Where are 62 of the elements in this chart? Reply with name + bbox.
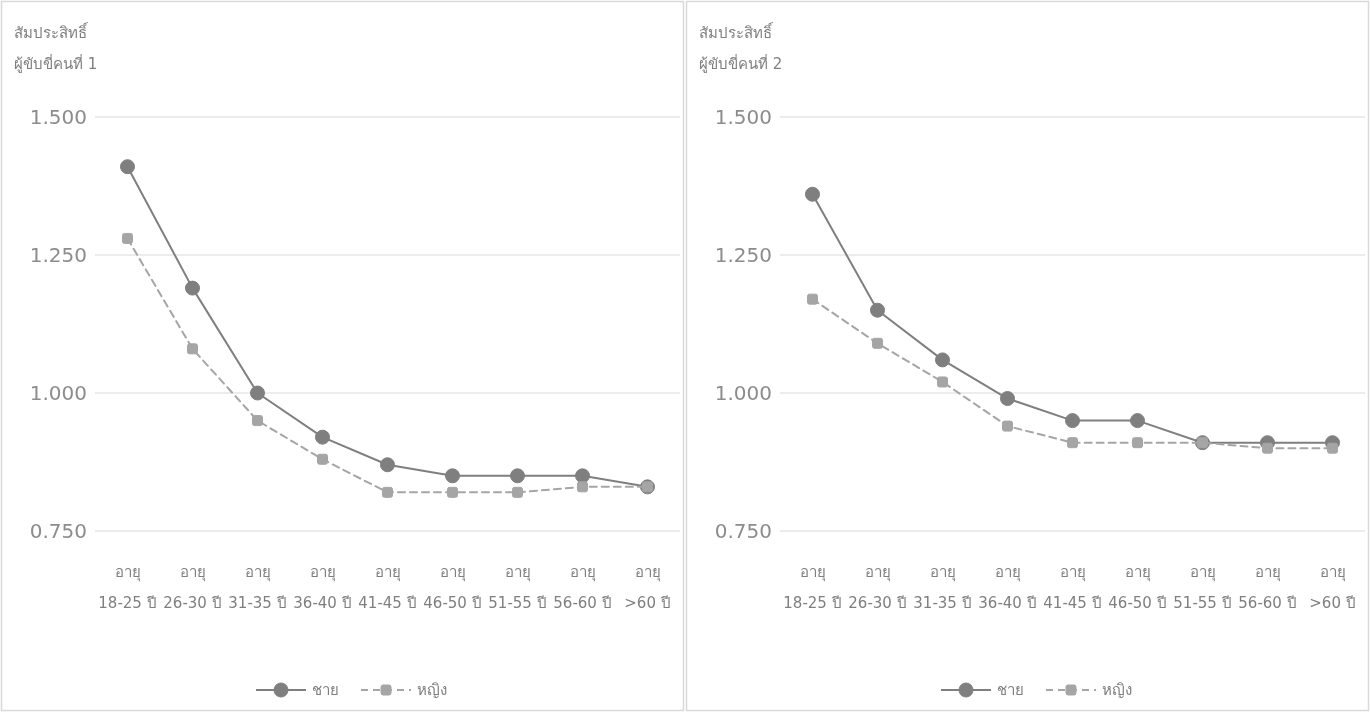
y-tick-label: 1.250 xyxy=(29,243,87,267)
point xyxy=(870,302,885,318)
x-tick-label: อายุ 18-25 ปี xyxy=(98,563,157,612)
point xyxy=(937,376,948,388)
y-tick-label: 0.750 xyxy=(29,519,87,543)
point xyxy=(380,457,395,473)
point xyxy=(805,186,820,202)
y-tick-label: 1.250 xyxy=(714,243,772,267)
point xyxy=(577,481,588,493)
point xyxy=(382,486,393,498)
x-tick-label: อายุ >60 ปี xyxy=(624,563,671,612)
point xyxy=(185,280,200,296)
point xyxy=(315,429,330,445)
point xyxy=(872,337,883,349)
x-tick-label: อายุ 51-55 ปี xyxy=(1173,563,1232,612)
x-tick-label: อายุ 46-50 ปี xyxy=(1108,563,1167,612)
y-tick-label: 1.500 xyxy=(29,105,87,129)
x-tick-label: อายุ 31-35 ปี xyxy=(913,563,972,612)
point xyxy=(445,468,460,484)
x-tick-label: อายุ 26-30 ปี xyxy=(163,563,222,612)
x-tick-label: อายุ 41-45 ปี xyxy=(358,563,417,612)
y-axis-title: สัมประสิทธิ์ ผู้ขับขี่คนที่ 1 xyxy=(14,22,98,73)
x-tick-label: อายุ 26-30 ปี xyxy=(848,563,907,612)
point xyxy=(122,232,133,244)
x-tick-label: อายุ 46-50 ปี xyxy=(423,563,482,612)
point xyxy=(510,468,525,484)
point xyxy=(1000,391,1015,407)
point xyxy=(1065,413,1080,429)
legend-label: หญิง xyxy=(417,681,447,699)
point xyxy=(317,453,328,465)
legend-label: ชาย xyxy=(997,681,1024,699)
y-tick-label: 1.000 xyxy=(29,381,87,405)
point xyxy=(1132,437,1143,449)
x-tick-label: อายุ 56-60 ปี xyxy=(553,563,612,612)
point xyxy=(1130,413,1145,429)
y-tick-label: 1.000 xyxy=(714,381,772,405)
point xyxy=(252,415,263,427)
point xyxy=(935,352,950,368)
point xyxy=(187,343,198,355)
y-tick-label: 1.500 xyxy=(714,105,772,129)
point xyxy=(512,486,523,498)
point xyxy=(447,486,458,498)
point xyxy=(575,468,590,484)
x-tick-label: อายุ 56-60 ปี xyxy=(1238,563,1297,612)
legend-label: ชาย xyxy=(312,681,339,699)
x-tick-label: อายุ >60 ปี xyxy=(1309,563,1356,612)
point xyxy=(250,385,265,401)
y-axis-title: สัมประสิทธิ์ ผู้ขับขี่คนที่ 2 xyxy=(699,22,783,73)
y-tick-label: 0.750 xyxy=(714,519,772,543)
x-tick-label: อายุ 51-55 ปี xyxy=(488,563,547,612)
point xyxy=(1002,420,1013,432)
point xyxy=(120,159,135,175)
point xyxy=(1262,442,1273,454)
x-tick-label: อายุ 18-25 ปี xyxy=(783,563,842,612)
x-tick-label: อายุ 41-45 ปี xyxy=(1043,563,1102,612)
point xyxy=(1067,437,1078,449)
legend-label: หญิง xyxy=(1102,681,1132,699)
x-tick-label: อายุ 36-40 ปี xyxy=(978,563,1037,612)
point xyxy=(1327,442,1338,454)
x-tick-label: อายุ 31-35 ปี xyxy=(228,563,287,612)
x-tick-label: อายุ 36-40 ปี xyxy=(293,563,352,612)
point xyxy=(807,293,818,305)
